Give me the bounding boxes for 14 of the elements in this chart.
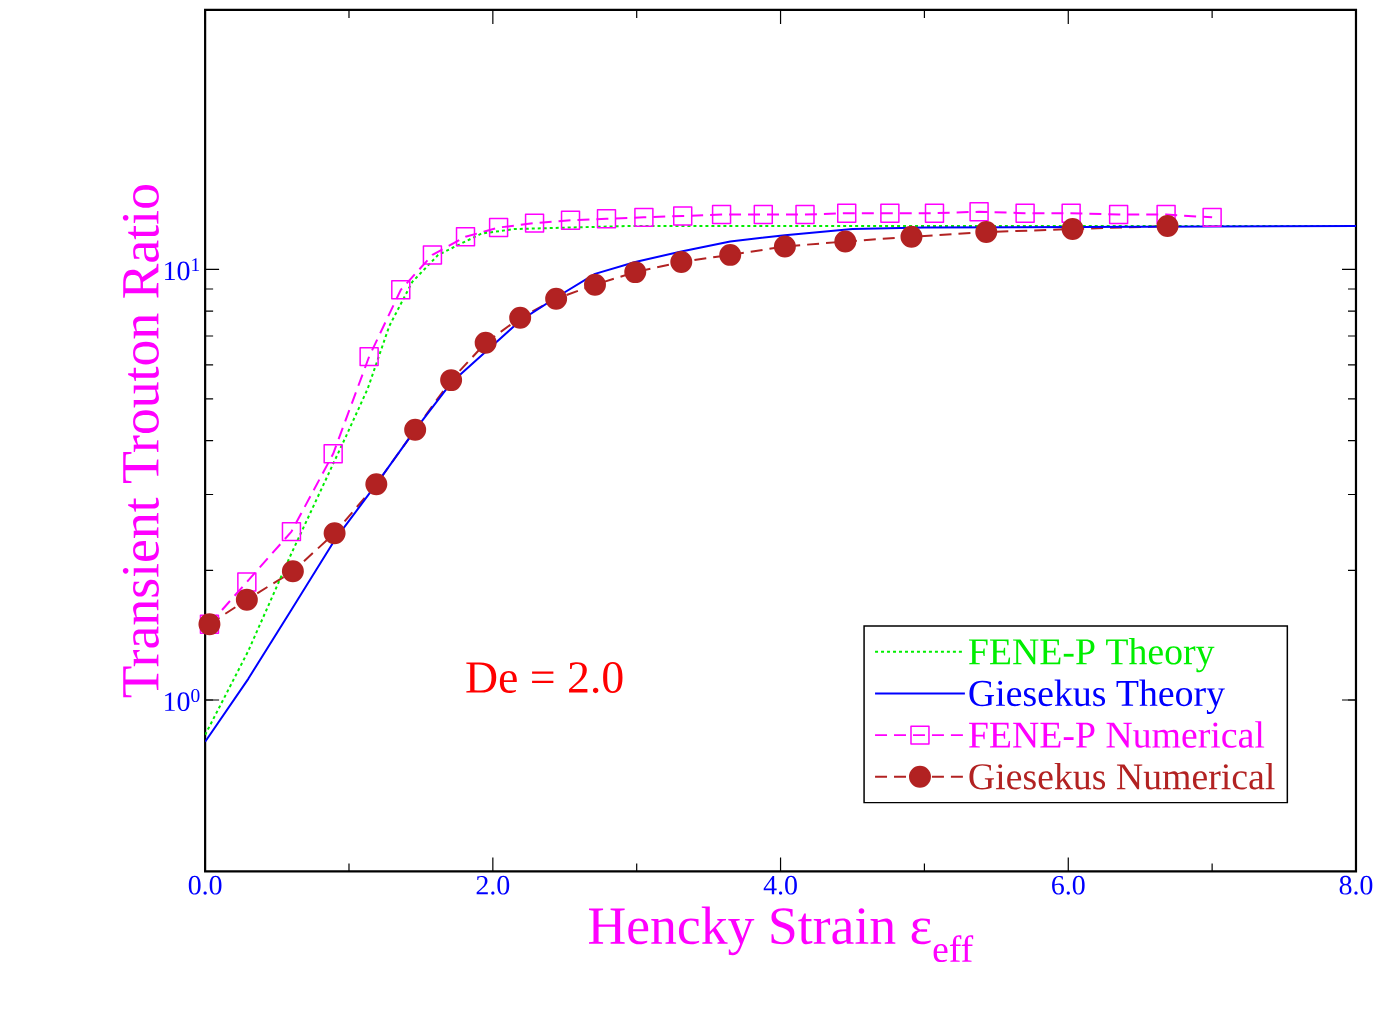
y-axis-title: Transient Trouton Ratio — [122, 185, 159, 698]
legend-label: Giesekus Theory — [969, 679, 1225, 714]
x-tick-label: 2.0 — [476, 875, 510, 895]
x-tick-label: 8.0 — [1339, 875, 1373, 895]
legend-label: FENE-P Theory — [968, 637, 1215, 673]
x-axis-title: Hencky Strain ε$_{eff}$ — [588, 906, 974, 962]
legend-label: FENE-P Numerical — [968, 721, 1265, 748]
x-tick-label: 4.0 — [763, 875, 797, 895]
annotation: De = 2.0 — [466, 661, 623, 694]
y-tick-label: 10$^{1}$ — [165, 258, 200, 281]
x-tick-label: 0.0 — [188, 875, 222, 895]
y-tick-label: 10$^{0}$ — [165, 688, 200, 712]
x-tick-label: 6.0 — [1052, 875, 1085, 895]
legend-label: Giesekus Numerical — [969, 762, 1275, 790]
